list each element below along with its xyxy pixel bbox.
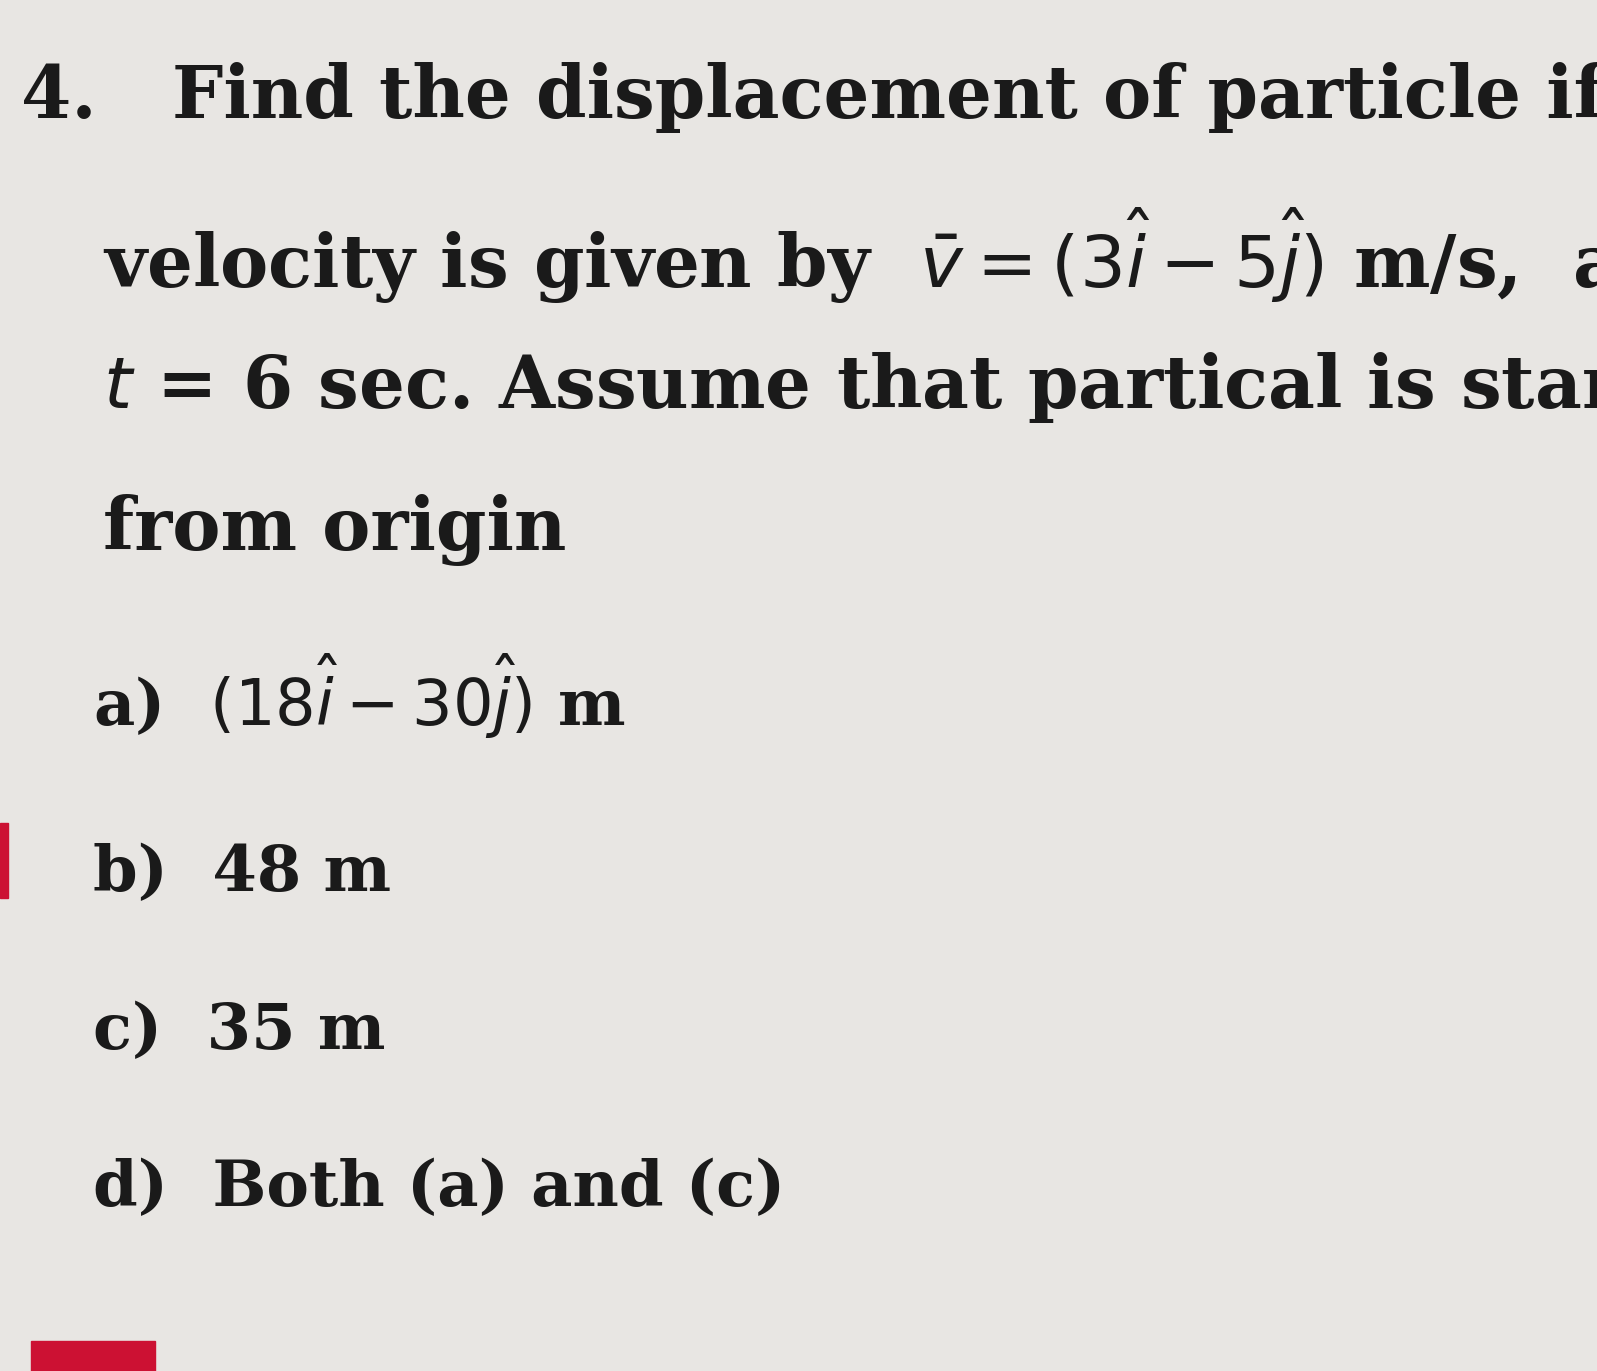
Text: 4.   Find the displacement of particle if its: 4. Find the displacement of particle if … bbox=[21, 62, 1597, 133]
Bar bbox=[0, 823, 8, 898]
Text: c)  35 m: c) 35 m bbox=[93, 1001, 385, 1061]
Bar bbox=[30, 1341, 155, 1371]
Text: b)  48 m: b) 48 m bbox=[93, 843, 391, 903]
Text: velocity is given by  $\bar{v}=(3\hat{i}-5\hat{j})$ m/s,  at: velocity is given by $\bar{v}=(3\hat{i}-… bbox=[104, 206, 1597, 306]
Text: a)  $(18\hat{i}-30\hat{j})$ m: a) $(18\hat{i}-30\hat{j})$ m bbox=[93, 651, 626, 742]
Text: d)  Both (a) and (c): d) Both (a) and (c) bbox=[93, 1158, 786, 1219]
Text: from origin: from origin bbox=[104, 494, 567, 566]
Text: $t$ = 6 sec. Assume that partical is starting: $t$ = 6 sec. Assume that partical is sta… bbox=[104, 350, 1597, 425]
